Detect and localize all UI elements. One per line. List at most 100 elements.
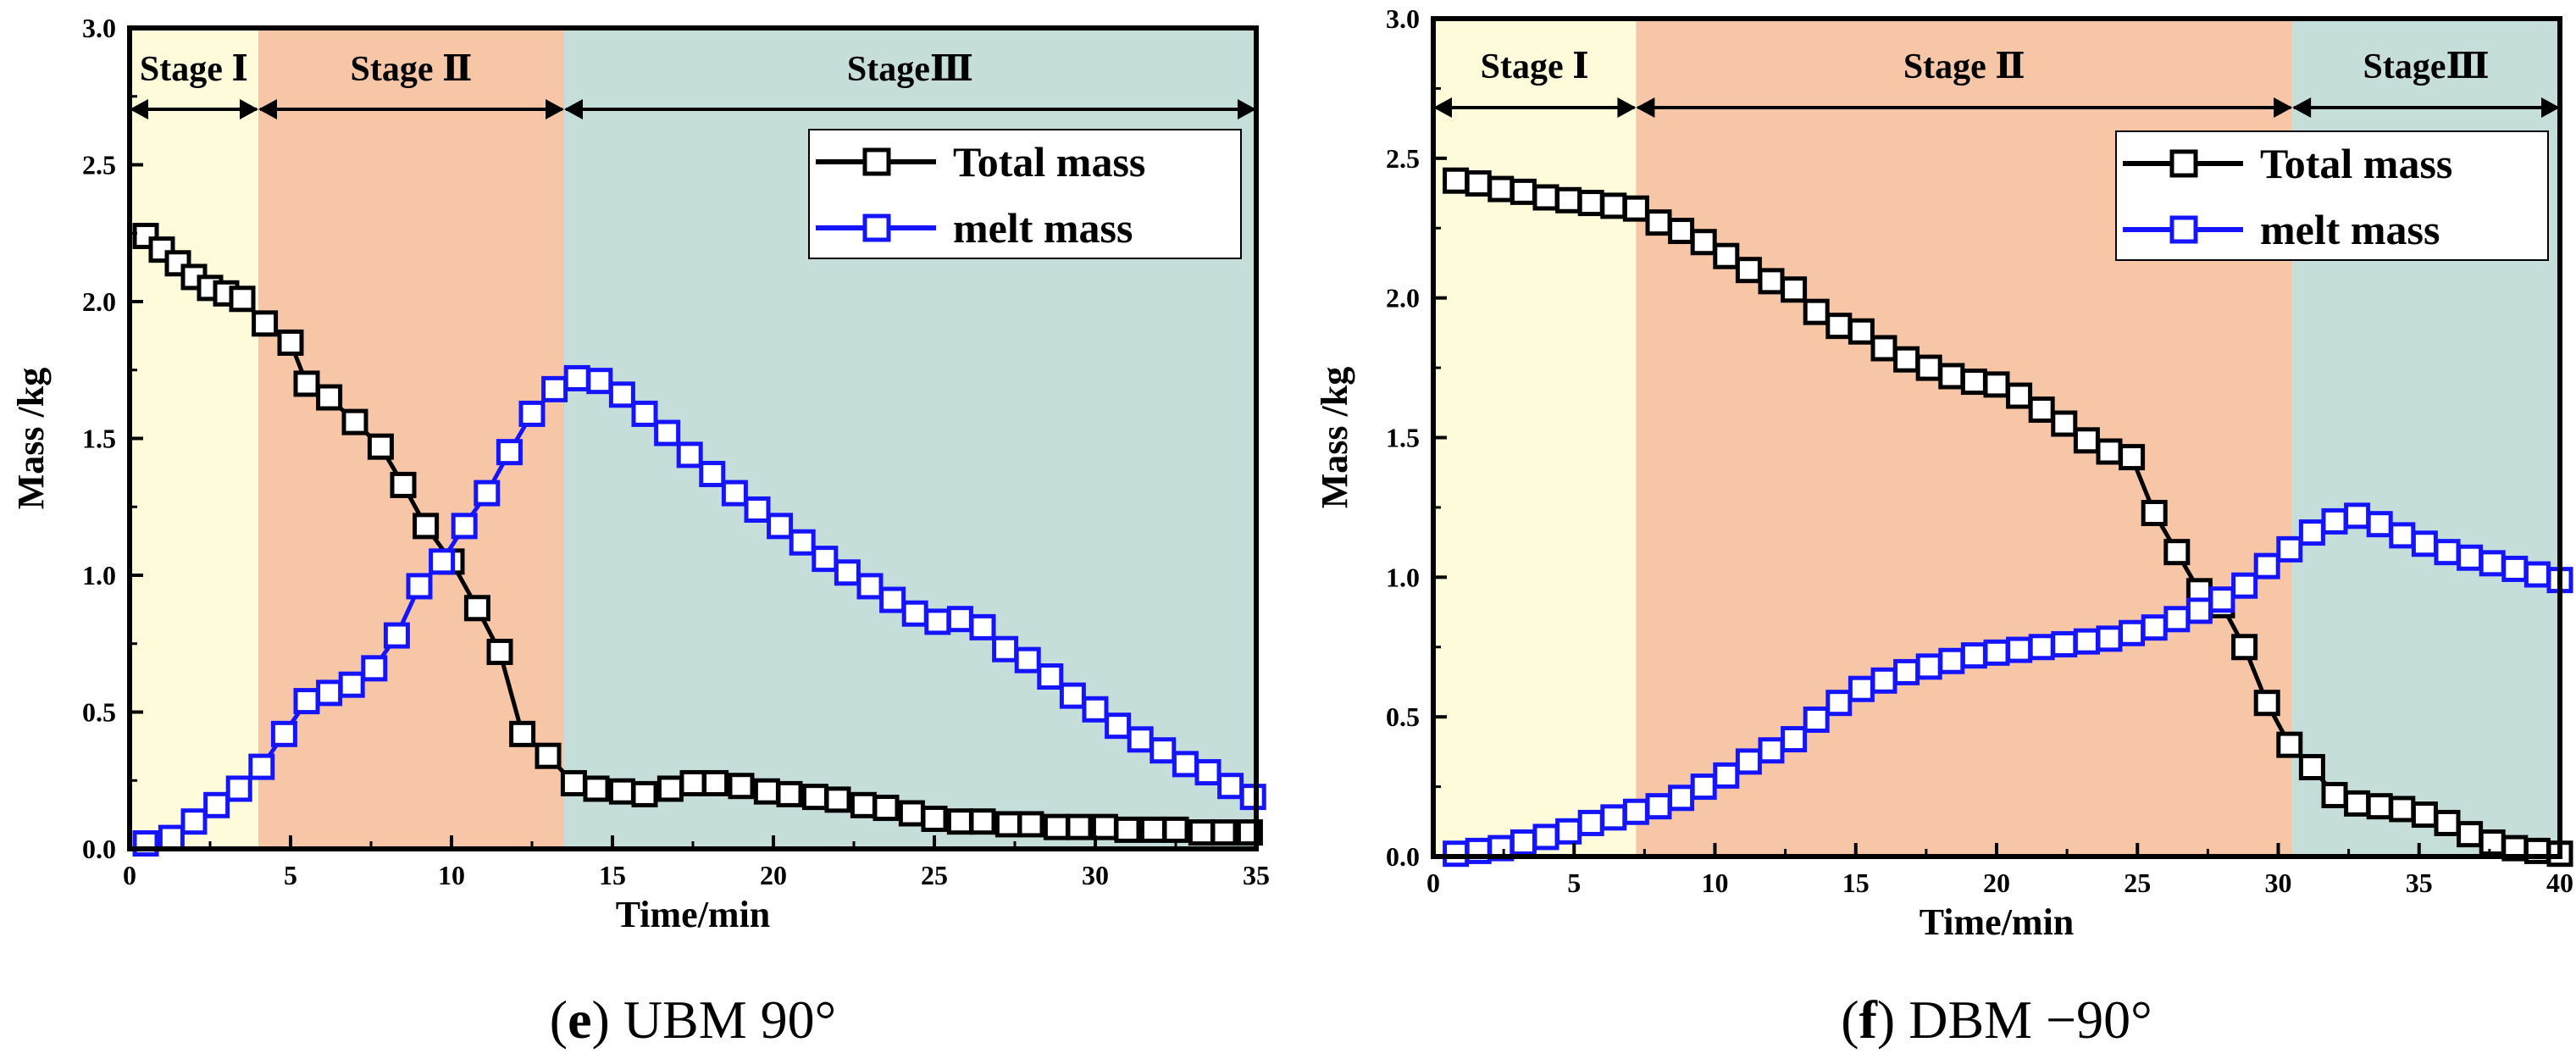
data-point (225, 775, 252, 802)
data-point (2434, 539, 2461, 566)
data-point (656, 775, 684, 802)
data-point (946, 808, 973, 835)
data-point (702, 769, 729, 796)
caption-paren-open: ( (1841, 990, 1859, 1050)
data-point (1893, 658, 1920, 685)
data-point (2051, 630, 2078, 657)
data-point (1622, 798, 1649, 825)
data-point (158, 824, 185, 851)
panel-caption: (e) UBM 90° (550, 990, 836, 1050)
data-point (1127, 726, 1154, 753)
data-point (1210, 819, 1238, 846)
data-point (1532, 184, 1559, 211)
legend-entry-melt-mass: melt mass (2260, 206, 2440, 253)
data-point (252, 310, 279, 337)
data-point (1960, 369, 1987, 396)
y-axis-label: Mass /kg (10, 368, 52, 509)
data-point (248, 753, 275, 780)
series-markers-melt-mass (1443, 502, 2573, 868)
y-tick-label: 3.0 (82, 13, 116, 43)
caption-text: UBM 90° (610, 990, 836, 1050)
data-point (293, 688, 320, 715)
data-point (451, 513, 478, 540)
data-point (560, 769, 587, 796)
data-point (541, 375, 568, 402)
data-point (767, 513, 794, 540)
data-point (316, 679, 343, 707)
data-point (2253, 552, 2280, 579)
y-tick-label: 0.5 (1386, 701, 1420, 732)
data-point (1105, 712, 1132, 740)
data-point (1194, 759, 1222, 786)
caption-text: DBM −90° (1895, 990, 2152, 1050)
data-point (992, 635, 1019, 663)
x-tick-label: 0 (123, 860, 136, 890)
data-point (1188, 819, 1215, 846)
y-tick-label: 1.0 (1386, 562, 1420, 592)
data-point (338, 671, 365, 698)
stage-arrowhead-left-3 (2292, 97, 2312, 118)
data-point (2141, 614, 2168, 641)
x-tick-label: 20 (1983, 868, 2010, 898)
stage-label-3: StageⅢ (2363, 47, 2489, 86)
data-point (699, 460, 726, 487)
x-tick-label: 35 (2406, 868, 2433, 898)
data-point (969, 808, 996, 835)
stage-label-1: Stage Ⅰ (1481, 47, 1589, 86)
data-point (1735, 748, 1762, 775)
data-point (2276, 731, 2303, 758)
data-point (1735, 257, 1762, 284)
stage-arrowhead-right-3 (1238, 99, 1256, 119)
data-point (2389, 522, 2416, 549)
data-point (1893, 346, 1920, 373)
data-point (2457, 821, 2484, 848)
x-axis-label: Time/min (616, 894, 771, 935)
x-tick-label: 40 (2546, 868, 2573, 898)
data-point (535, 742, 562, 769)
x-tick-label: 15 (1842, 868, 1870, 898)
legend-marker (2169, 149, 2198, 178)
data-point (969, 613, 996, 640)
data-point (1803, 706, 1830, 733)
data-point (2501, 555, 2529, 582)
data-point (2028, 634, 2055, 661)
data-point (1690, 773, 1717, 801)
data-point (2163, 539, 2191, 566)
x-tick-label: 5 (1567, 868, 1581, 898)
y-tick-label: 2.0 (82, 286, 116, 317)
data-point (753, 778, 780, 805)
stage-label-3: StageⅢ (847, 50, 973, 89)
data-point (1781, 276, 1808, 303)
data-point (413, 513, 440, 540)
data-point (2457, 544, 2484, 571)
data-point (1017, 811, 1044, 838)
data-point (1825, 313, 1853, 340)
data-point (2119, 619, 2146, 646)
data-point (474, 480, 501, 507)
data-point (2298, 519, 2325, 546)
data-point (203, 791, 230, 818)
data-point (901, 600, 928, 627)
y-tick-label: 2.5 (1386, 143, 1420, 174)
data-point (744, 496, 771, 523)
data-point (994, 811, 1022, 838)
stage-label-2: Stage Ⅱ (1903, 47, 2025, 86)
stage-band-1 (1433, 19, 1637, 857)
data-point (946, 606, 973, 633)
data-point (1758, 737, 1785, 764)
data-point (1577, 809, 1604, 836)
data-point (270, 720, 297, 747)
data-point (390, 471, 417, 498)
data-point (2096, 438, 2123, 465)
data-point (1600, 804, 1627, 831)
data-point (2073, 427, 2100, 454)
legend-entry-total-mass: Total mass (2260, 140, 2452, 187)
legend: Total mass melt mass (808, 129, 1242, 259)
data-point (1622, 195, 1649, 222)
data-point (1510, 178, 1537, 205)
y-tick-label: 1.0 (82, 560, 116, 590)
stage-arrowhead-left-1 (1433, 97, 1452, 118)
data-point (1172, 751, 1199, 778)
data-point (2434, 809, 2461, 836)
y-tick-label: 0.0 (1386, 841, 1420, 872)
